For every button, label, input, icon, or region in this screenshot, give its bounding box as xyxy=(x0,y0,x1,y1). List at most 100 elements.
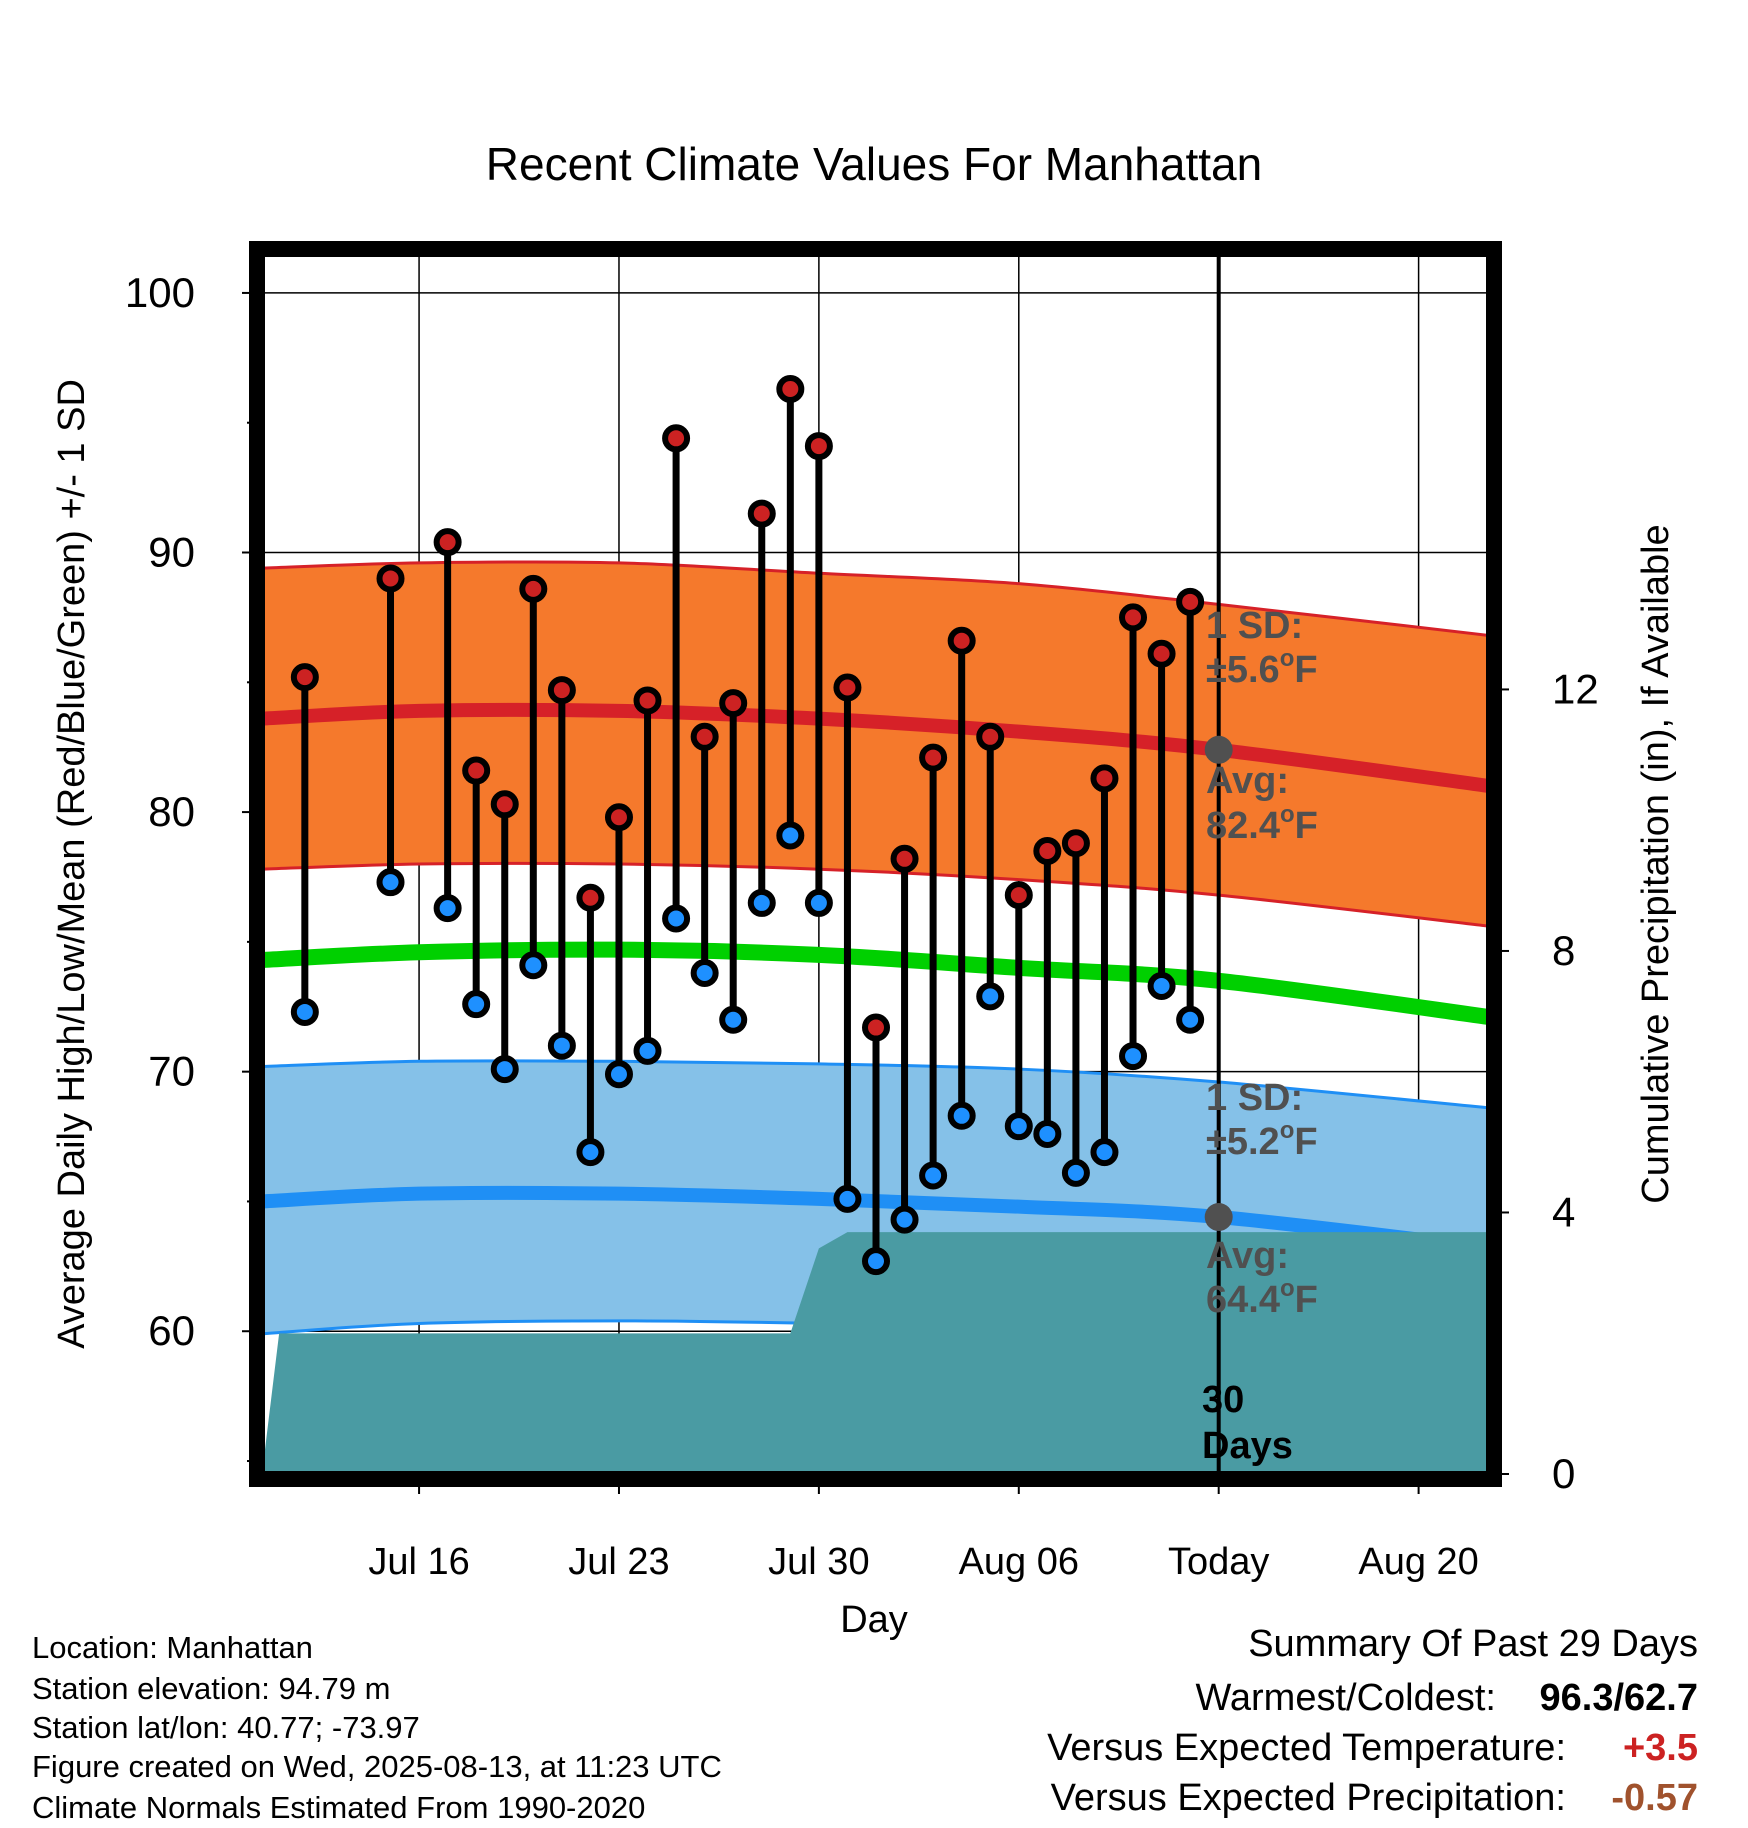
figure-created: Figure created on Wed, 2025-08-13, at 11… xyxy=(32,1749,722,1784)
high-temp-point xyxy=(1119,603,1148,632)
chart-title: Recent Climate Values For Manhattan xyxy=(486,138,1262,190)
y-tick-label: 70 xyxy=(148,1048,195,1095)
high-temp-point xyxy=(547,676,576,705)
precip-vs-expected-value: -0.57 xyxy=(1611,1777,1698,1819)
low-temp-point xyxy=(1004,1112,1033,1141)
low-temp-point xyxy=(690,959,719,988)
low-temp-point xyxy=(1033,1119,1062,1148)
summary-title: Summary Of Past 29 Days xyxy=(1248,1623,1698,1665)
station-location: Location: Manhattan xyxy=(32,1630,313,1665)
low-temp-point xyxy=(747,888,776,917)
high-temp-point xyxy=(1090,764,1119,793)
low-average-line xyxy=(262,1185,1490,1256)
low-avg-marker xyxy=(1204,1203,1233,1232)
x-tick-label: Jul 23 xyxy=(568,1541,669,1583)
low-temp-point xyxy=(1176,1005,1205,1034)
high-temp-point xyxy=(1033,837,1062,866)
x-tick-label: Today xyxy=(1168,1541,1269,1583)
high-temp-point xyxy=(947,626,976,655)
low-temp-point xyxy=(919,1161,948,1190)
y-tick-label: 60 xyxy=(148,1307,195,1354)
high-average-line xyxy=(262,702,1490,794)
high-avg-marker xyxy=(1204,735,1233,764)
y2-tick-label: 4 xyxy=(1552,1188,1575,1235)
station-info: Location: Manhattan Station elevation: 9… xyxy=(32,1630,722,1825)
low-sd-value: ±5.2oF xyxy=(1206,1117,1318,1163)
high-temp-point xyxy=(690,722,719,751)
high-temp-point xyxy=(804,432,833,461)
precip-vs-expected-label: Versus Expected Precipitation: xyxy=(1051,1777,1566,1819)
y2-axis-title: Cumulative Precipitation (in), If Availa… xyxy=(1635,524,1677,1203)
high-temp-point xyxy=(576,883,605,912)
low-temp-point xyxy=(490,1055,519,1084)
low-temp-point xyxy=(862,1247,890,1276)
x-tick-label: Jul 30 xyxy=(768,1541,869,1583)
low-temp-point xyxy=(833,1184,862,1213)
window-annotation: 30 Days xyxy=(1202,1379,1293,1467)
high-avg-value: 82.4oF xyxy=(1206,801,1318,847)
low-avg-label: Avg: xyxy=(1206,1235,1289,1277)
high-sd-value: ±5.6oF xyxy=(1206,645,1318,691)
low-avg-value: 64.4oF xyxy=(1206,1275,1318,1321)
low-temp-point xyxy=(662,904,691,933)
high-temp-point xyxy=(776,374,805,403)
high-temp-point xyxy=(462,756,491,785)
low-temp-point xyxy=(633,1036,662,1065)
high-temp-point xyxy=(1061,829,1090,858)
high-temp-point xyxy=(662,424,691,453)
low-temp-point xyxy=(1090,1138,1119,1167)
high-temp-point xyxy=(862,1013,890,1042)
x-tick-label: Aug 06 xyxy=(959,1541,1079,1583)
low-temp-point xyxy=(776,821,805,850)
y-axis-title: Average Daily High/Low/Mean (Red/Blue/Gr… xyxy=(51,379,93,1349)
annotations: 1 SD: ±5.6oF Avg: 82.4oF 1 SD: ±5.2oF Av… xyxy=(1206,605,1318,1321)
high-temp-point xyxy=(604,803,633,832)
low-temp-point xyxy=(462,990,491,1019)
climate-bands xyxy=(262,560,1490,1367)
high-temp-point xyxy=(633,686,662,715)
y2-tick-label: 8 xyxy=(1552,927,1575,974)
high-temp-point xyxy=(747,499,776,528)
low-temp-point xyxy=(1119,1042,1148,1071)
station-elevation: Station elevation: 94.79 m xyxy=(32,1671,390,1706)
precipitation-area xyxy=(262,1232,1490,1474)
low-temp-point xyxy=(547,1031,576,1060)
y2-tick-label: 12 xyxy=(1552,665,1599,712)
low-temp-point xyxy=(433,894,462,923)
high-sd-band xyxy=(262,561,1490,927)
warm-cold-value: 96.3/62.7 xyxy=(1540,1677,1699,1719)
low-temp-point xyxy=(976,982,1005,1011)
low-temp-point xyxy=(1147,972,1176,1000)
high-upper-edge xyxy=(262,560,1490,638)
daily-stems xyxy=(301,388,1194,1262)
temp-vs-expected-value: +3.5 xyxy=(1623,1727,1698,1769)
low-temp-point xyxy=(290,997,319,1026)
mean-line xyxy=(262,941,1490,1026)
high-temp-point xyxy=(1004,881,1033,910)
daily-points xyxy=(290,374,1205,1276)
high-temp-point xyxy=(519,574,548,603)
y-tick-label: 100 xyxy=(125,269,195,316)
high-sd-label: 1 SD: xyxy=(1206,605,1303,647)
low-temp-point xyxy=(604,1060,633,1089)
warm-cold-label: Warmest/Coldest: xyxy=(1195,1677,1496,1719)
window-days-number: 30 xyxy=(1202,1379,1244,1421)
low-temp-point xyxy=(719,1005,748,1034)
window-days-label: Days xyxy=(1202,1425,1293,1467)
high-lower-edge xyxy=(262,861,1490,928)
y-tick-label: 80 xyxy=(148,788,195,835)
x-tick-label: Aug 20 xyxy=(1358,1541,1478,1583)
y-tick-label: 90 xyxy=(148,529,195,576)
high-temp-point xyxy=(976,722,1005,751)
high-temp-point xyxy=(919,743,948,772)
high-temp-point xyxy=(719,689,748,718)
low-temp-point xyxy=(576,1138,605,1167)
high-temp-point xyxy=(490,790,519,819)
low-temp-point xyxy=(519,951,548,980)
high-temp-point xyxy=(890,844,919,873)
axes: 60 70 80 90 100 0 4 8 12 Jul 16 Jul 23 Jul 30 Aug 06… xyxy=(125,269,1599,1583)
summary-panel: Summary Of Past 29 Days Warmest/Coldest:… xyxy=(1047,1623,1698,1819)
y2-tick-label: 0 xyxy=(1552,1450,1575,1497)
low-temp-point xyxy=(890,1205,919,1234)
